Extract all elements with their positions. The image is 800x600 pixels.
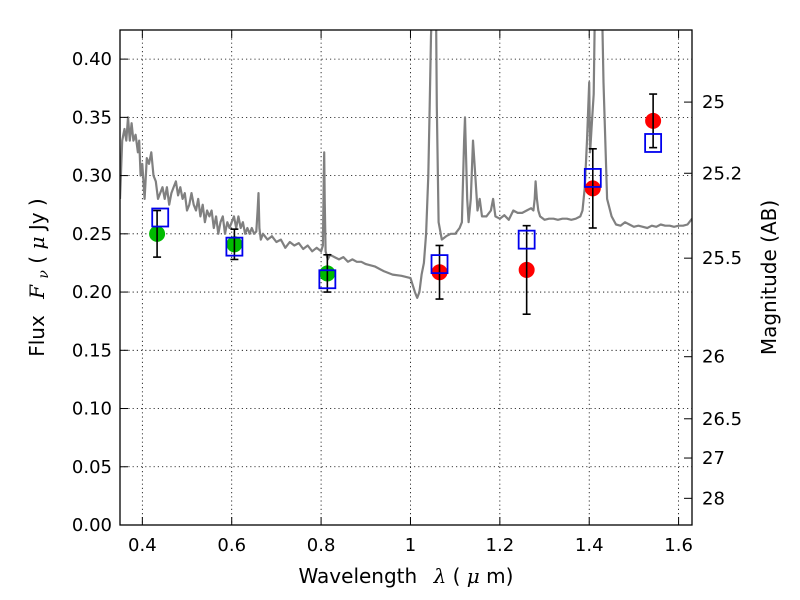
x-tick-label: 0.8 [307, 535, 336, 556]
mag-tick-label: 28 [702, 488, 725, 509]
mag-tick-label: 25 [702, 92, 725, 113]
mag-tick-label: 26 [702, 347, 725, 368]
y-tick-label: 0.20 [72, 282, 112, 303]
model-flux-box [430, 254, 449, 275]
x-tick-label: 1.2 [486, 535, 515, 556]
model-flux-box [583, 168, 602, 188]
x-axis-label-text: Wavelength [299, 564, 418, 588]
mag-tick-label: 25.5 [702, 248, 742, 269]
y-tick-label: 0.10 [72, 399, 112, 420]
x-tick-label: 1 [405, 535, 416, 556]
model-flux-box [318, 269, 337, 290]
model-flux-box [517, 229, 536, 250]
y-tick-label: 0.40 [72, 49, 112, 70]
x-tick-label: 1.6 [664, 535, 693, 556]
x-axis-label-unit-open: ( [453, 564, 461, 588]
y-tick-label: 0.05 [72, 457, 112, 478]
model-flux-box [644, 133, 663, 153]
x-axis-label-unit-close: m) [486, 564, 513, 588]
x-tick-label: 0.4 [128, 535, 157, 556]
y-tick-label: 0.35 [72, 107, 112, 128]
mag-tick-label: 26.5 [702, 409, 742, 430]
ticks-layer: 0.4 0.6 0.8 1 1.2 1.4 1.6 0.00 0.05 0.10 0.15 0.20 0… [72, 30, 742, 556]
y-tick-label: 0.25 [72, 224, 112, 245]
y-axis-label-unit-mu: μ [25, 237, 49, 250]
mag-tick-label: 25.2 [702, 163, 742, 184]
x-axis-label: Wavelength λ ( μ m) [299, 564, 514, 588]
points-layer [149, 93, 663, 315]
y-tick-label: 0.15 [72, 340, 112, 361]
y-axis-label-symbol-sub: ν [36, 270, 52, 279]
y-tick-label: 0.00 [72, 515, 112, 536]
mag-tick-label: 27 [702, 448, 725, 469]
y2-axis-label: Magnitude (AB) [757, 200, 781, 355]
x-axis-label-symbol: λ [433, 564, 447, 588]
model-spectrum-line [120, 30, 692, 299]
y-tick-label: 0.30 [72, 166, 112, 187]
y-axis-label-text: Flux [25, 315, 49, 357]
plot-frame [119, 29, 693, 526]
x-axis-label-unit-mu: μ [467, 564, 480, 588]
y-axis-label: Flux F ν ( μ Jy ) [25, 198, 53, 357]
x-tick-label: 1.4 [575, 535, 604, 556]
y-axis-label-unit-open: ( [25, 250, 49, 264]
spectrum-layer [120, 30, 692, 299]
y-axis-label-symbol: F [25, 284, 49, 300]
model-flux-box [225, 236, 244, 257]
model-flux-box [151, 207, 170, 228]
y-axis-label-unit-close: Jy ) [25, 198, 49, 232]
x-tick-label: 0.6 [217, 535, 246, 556]
